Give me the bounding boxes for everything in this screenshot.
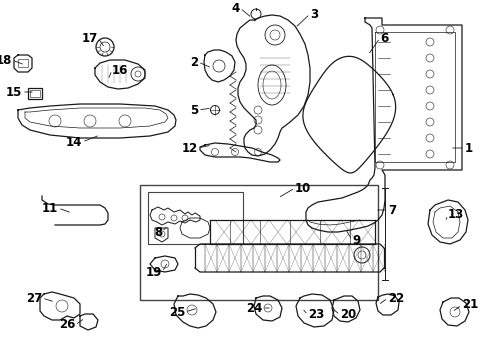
Text: 1: 1 [465,141,473,154]
Text: 4: 4 [232,1,240,14]
Text: 17: 17 [82,31,98,45]
Text: 27: 27 [26,292,42,305]
Text: 21: 21 [462,298,478,311]
Bar [30,90,40,97]
Text: 26: 26 [59,319,75,332]
Text: 7: 7 [388,203,396,216]
Bar [148,192,243,244]
Text: 10: 10 [295,181,311,194]
Text: 22: 22 [388,292,404,305]
Text: 12: 12 [182,141,198,154]
Text: 18: 18 [0,54,12,67]
Text: 9: 9 [352,234,360,247]
Text: 5: 5 [190,104,198,117]
Text: 19: 19 [146,266,162,279]
Bar [140,185,378,300]
Text: 2: 2 [190,55,198,68]
Text: 13: 13 [448,208,464,221]
Text: 16: 16 [112,63,128,77]
Text: 20: 20 [340,309,356,321]
Text: 6: 6 [380,31,388,45]
Text: 15: 15 [5,85,22,99]
Bar [28,88,42,99]
Text: 14: 14 [66,135,82,148]
Text: 24: 24 [245,302,262,315]
Text: 3: 3 [310,8,318,21]
Text: 11: 11 [42,202,58,215]
Text: 25: 25 [169,306,185,319]
Bar [18,59,28,67]
Text: 8: 8 [154,225,162,238]
Text: 23: 23 [308,309,324,321]
